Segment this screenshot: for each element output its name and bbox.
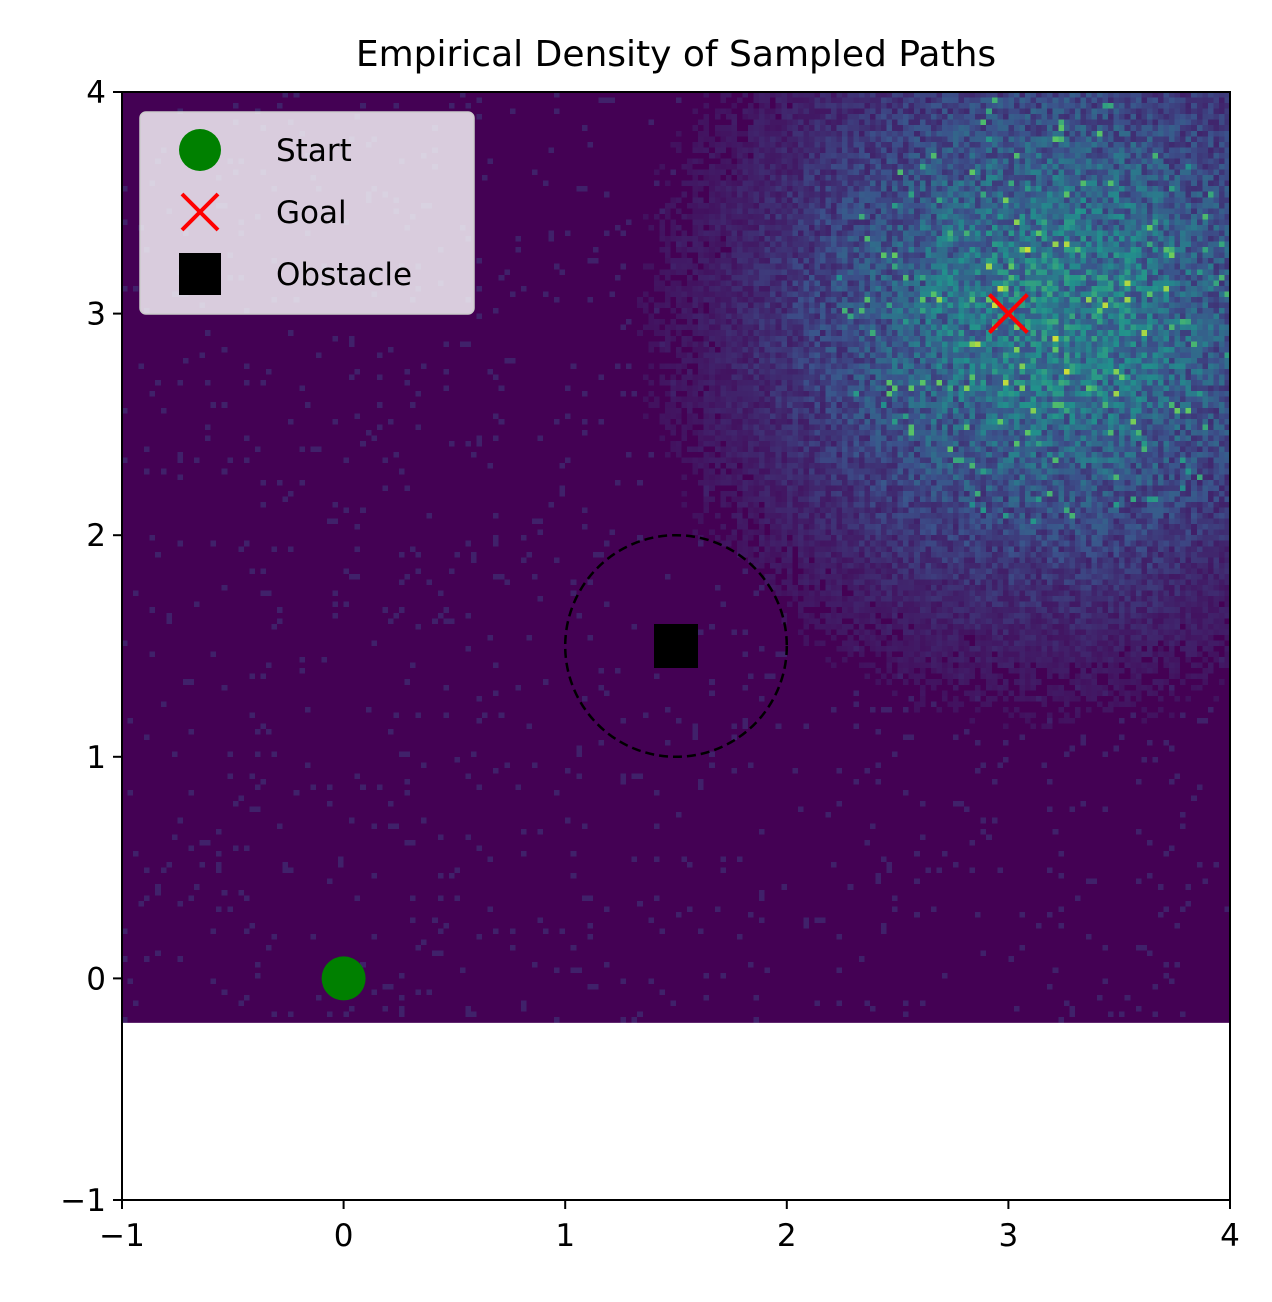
x-tick-label: 2 — [777, 1218, 797, 1254]
legend-start-marker — [179, 129, 221, 171]
chart-title: Empirical Density of Sampled Paths — [356, 34, 996, 75]
x-tick-label: 4 — [1220, 1218, 1240, 1254]
legend-label: Start — [276, 133, 352, 169]
y-tick-label: 3 — [86, 297, 106, 333]
legend: Start Goal Obstacle — [140, 112, 474, 314]
legend-label: Goal — [276, 195, 347, 231]
y-tick-label: 1 — [86, 740, 106, 776]
obstacle-marker — [654, 624, 698, 668]
y-tick-label: −1 — [60, 1183, 106, 1219]
y-tick-label: 2 — [86, 518, 106, 554]
legend-label: Obstacle — [276, 257, 412, 293]
legend-obstacle-marker — [179, 253, 221, 295]
x-tick-label: 3 — [999, 1218, 1019, 1254]
start-marker — [322, 956, 366, 1000]
x-tick-label: −1 — [99, 1218, 145, 1254]
x-tick-label: 1 — [555, 1218, 575, 1254]
y-tick-label: 0 — [86, 961, 106, 997]
x-tick-label: 0 — [334, 1218, 354, 1254]
y-tick-label: 4 — [86, 75, 106, 111]
